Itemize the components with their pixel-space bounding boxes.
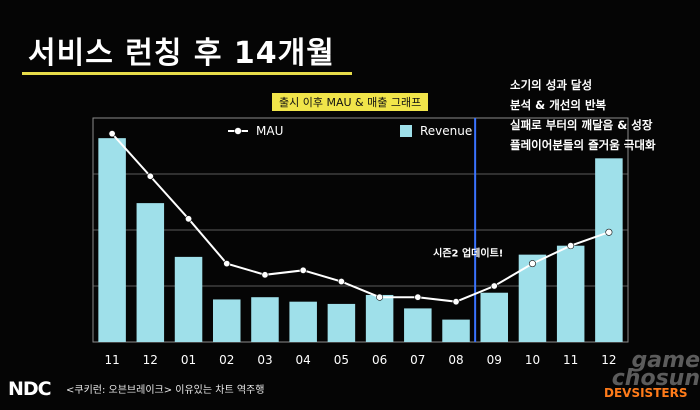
revenue-bar — [442, 319, 470, 342]
x-tick-label: 10 — [525, 353, 540, 367]
revenue-bar — [136, 203, 165, 342]
mau-point — [299, 266, 307, 274]
ndc-logo: NDC — [8, 378, 52, 400]
note-item: 분석 & 개선의 반복 — [510, 98, 607, 112]
x-tick-label: 06 — [372, 353, 387, 367]
mau-point — [108, 130, 116, 138]
footer-caption: <쿠키런: 오븐브레이크> 이유있는 차트 역주행 — [66, 385, 265, 396]
title-underline — [22, 72, 352, 75]
x-tick-label: 02 — [219, 353, 234, 367]
revenue-bar — [595, 158, 623, 342]
revenue-bar — [327, 303, 356, 342]
chart-annotation: 시즌2 업데이트! — [433, 246, 503, 259]
revenue-bar — [365, 294, 394, 342]
revenue-bar — [98, 138, 126, 342]
mau-point — [490, 282, 498, 290]
x-tick-label: 09 — [487, 353, 502, 367]
notes-list: 소기의 성과 달성 분석 & 개선의 반복 실패로 부터의 깨달음 & 성장 플… — [510, 75, 656, 155]
chart-title: 출시 이후 MAU & 매출 그래프 — [272, 93, 429, 111]
mau-point — [452, 298, 460, 306]
mau-point — [337, 278, 345, 286]
x-tick-label: 07 — [410, 353, 425, 367]
revenue-bar — [174, 256, 203, 342]
legend-mau-label: MAU — [256, 124, 283, 138]
revenue-bar — [212, 299, 241, 342]
mau-point — [605, 228, 613, 236]
mau-point — [567, 242, 575, 250]
legend-revenue-swatch — [400, 125, 412, 137]
x-tick-label: 11 — [104, 353, 119, 367]
revenue-bar — [404, 308, 432, 342]
x-tick-label: 12 — [601, 353, 616, 367]
mau-point — [414, 293, 422, 301]
x-tick-label: 12 — [143, 353, 158, 367]
x-tick-label: 08 — [448, 353, 463, 367]
note-item: 플레이어분들의 즐거움 극대화 — [510, 138, 656, 152]
legend-mau-marker — [234, 127, 242, 135]
x-tick-label: 03 — [257, 353, 272, 367]
revenue-bar — [251, 297, 279, 342]
revenue-bar — [289, 301, 317, 342]
brand-logo: DEVSISTERS — [604, 386, 688, 400]
mau-point — [223, 260, 231, 268]
legend-revenue-label: Revenue — [420, 124, 472, 138]
mau-line — [111, 133, 610, 303]
revenue-bar — [480, 292, 509, 342]
note-item: 소기의 성과 달성 — [510, 78, 593, 92]
mau-point — [528, 260, 536, 268]
mau-point — [146, 172, 154, 180]
slide-title: 서비스 런칭 후 14개월 — [28, 36, 335, 71]
x-tick-label: 05 — [334, 353, 349, 367]
mau-point — [185, 215, 193, 223]
note-item: 실패로 부터의 깨달음 & 성장 — [510, 118, 653, 132]
mau-point — [376, 293, 384, 301]
mau-point — [261, 271, 269, 279]
x-tick-label: 01 — [181, 353, 196, 367]
x-tick-label: 04 — [296, 353, 311, 367]
revenue-bar — [556, 245, 585, 342]
watermark: game chosun — [611, 348, 700, 391]
revenue-bar — [518, 254, 547, 342]
x-tick-label: 11 — [563, 353, 578, 367]
